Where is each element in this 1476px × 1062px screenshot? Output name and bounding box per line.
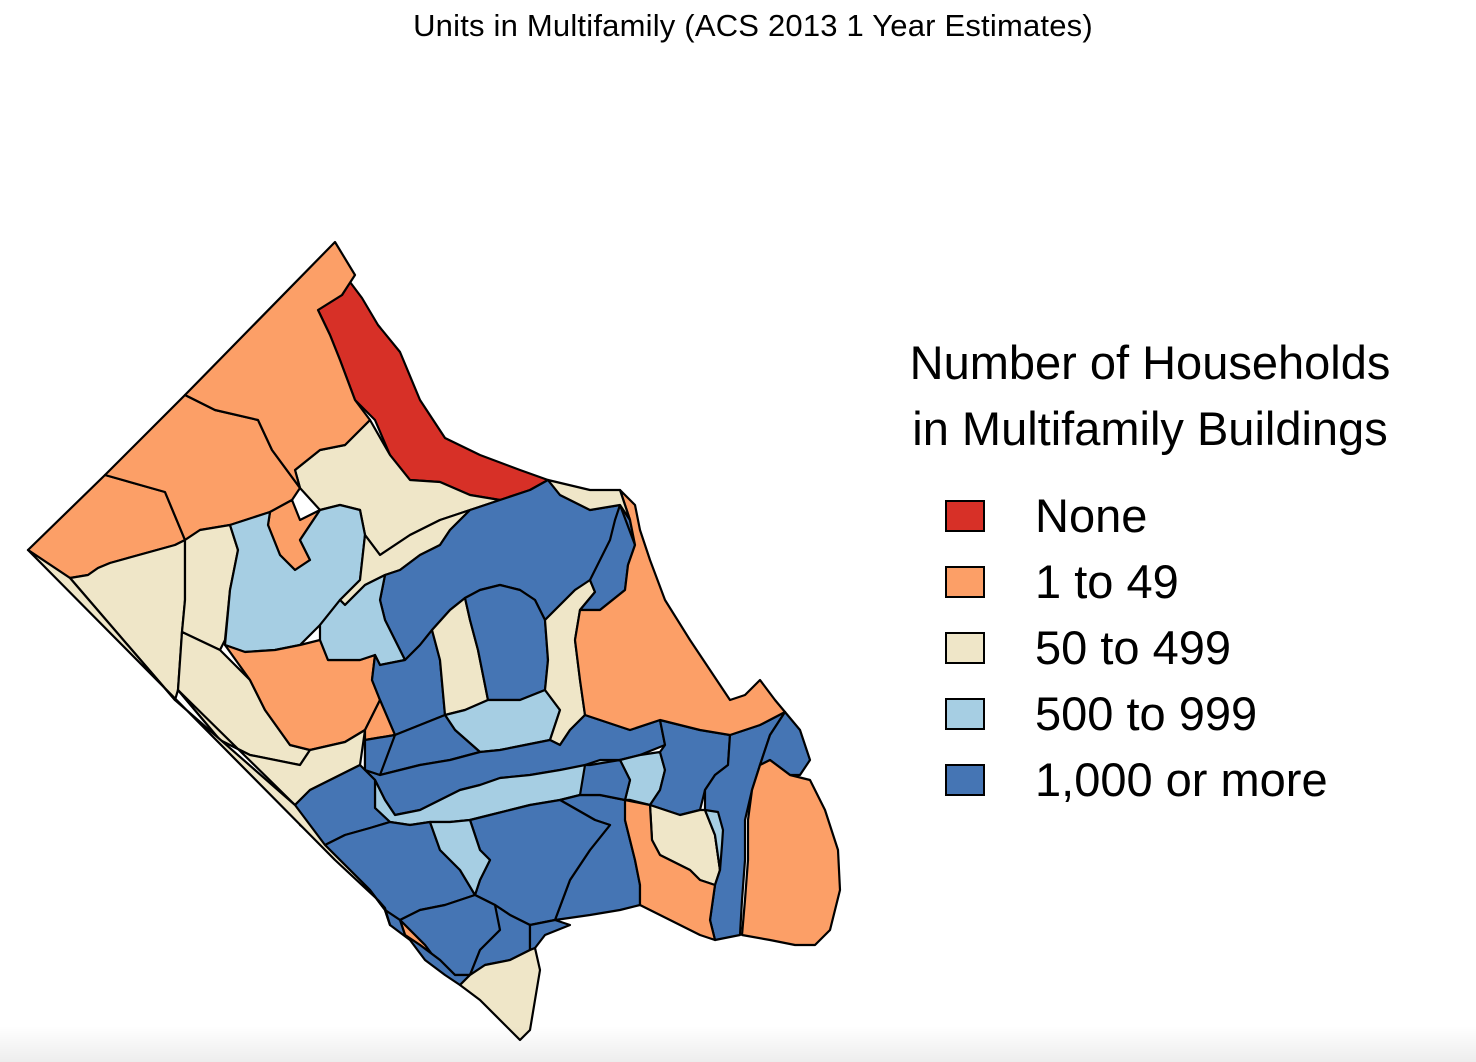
map-region [546, 478, 632, 522]
legend-label: 50 to 499 [1035, 621, 1232, 674]
map-legend: Number of Households in Multifamily Buil… [860, 330, 1440, 814]
map-region [623, 798, 717, 942]
legend-label: 1,000 or more [1035, 753, 1328, 806]
legend-item-1-to-49: 1 to 49 [860, 550, 1440, 616]
map-region [703, 808, 725, 872]
map-region [573, 488, 787, 737]
legend-label: 500 to 999 [1035, 687, 1258, 740]
legend-label: None [1035, 489, 1148, 542]
map-region [428, 818, 492, 897]
map-region [26, 548, 392, 927]
legend-title: Number of Households in Multifamily Buil… [860, 330, 1440, 462]
legend-label: 1 to 49 [1035, 555, 1179, 608]
legend-swatch [945, 764, 985, 796]
legend-title-line-2: in Multifamily Buildings [912, 402, 1388, 455]
legend-swatch [945, 566, 985, 598]
legend-item-500-to-999: 500 to 999 [860, 682, 1440, 748]
map-region [740, 758, 842, 947]
map-region [458, 946, 542, 1042]
legend-swatch [945, 698, 985, 730]
map-region [183, 240, 372, 490]
map-title: Units in Multifamily (ACS 2013 1 Year Es… [413, 8, 1093, 43]
bottom-shadow [0, 1026, 1476, 1062]
map-region [578, 758, 632, 802]
legend-item-50-to-499: 50 to 499 [860, 616, 1440, 682]
legend-swatch [945, 500, 985, 532]
map-region [363, 733, 397, 777]
legend-item-none: None [860, 484, 1440, 550]
legend-swatch [945, 632, 985, 664]
legend-title-line-1: Number of Households [909, 336, 1391, 389]
legend-item-1000-or-more: 1,000 or more [860, 748, 1440, 814]
map-region [528, 918, 572, 952]
